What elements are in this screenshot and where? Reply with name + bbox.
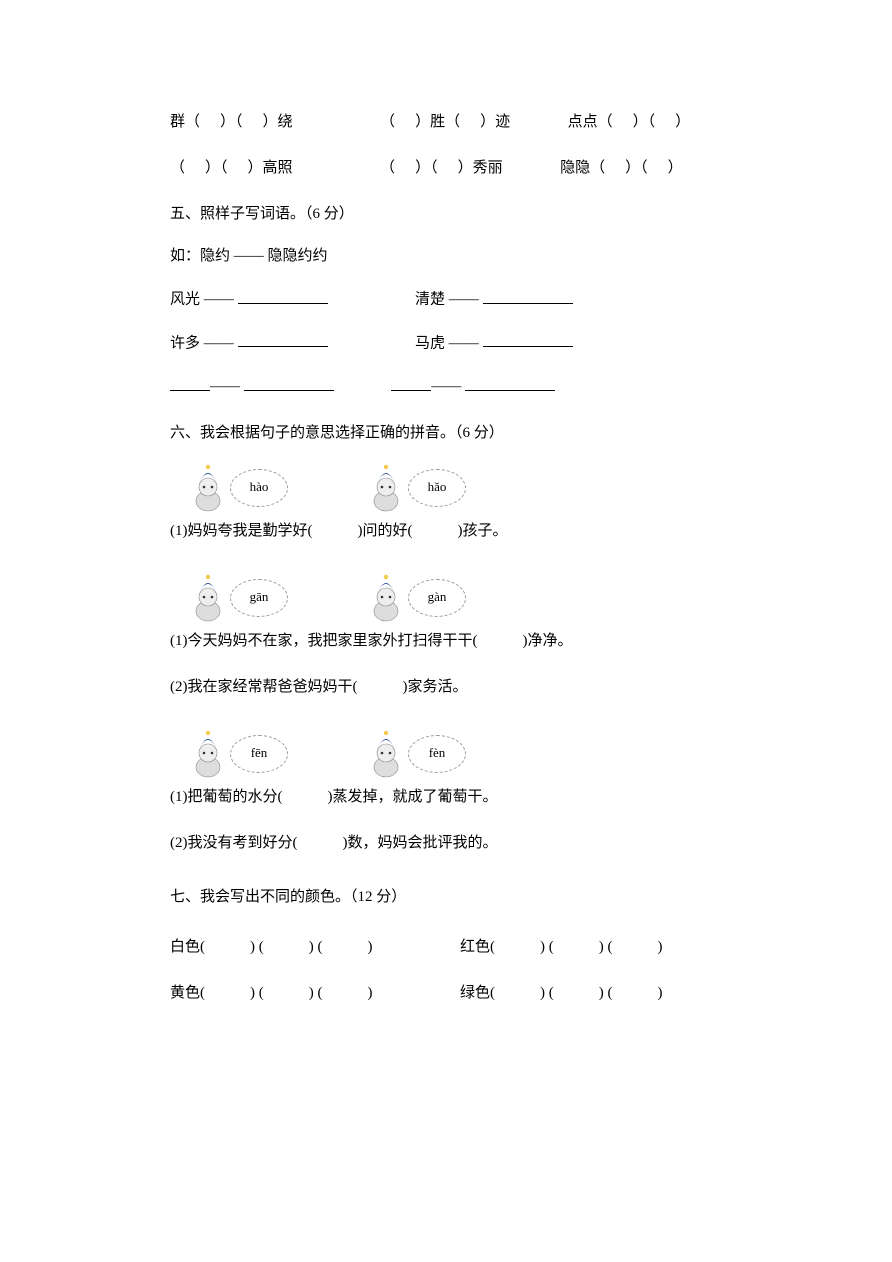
- phrase-3c: ）: [675, 114, 690, 130]
- worksheet-page: 群（）（）绕 （）胜（）迹 点点（）（） （）（）高照 （）（）秀丽 隐隐（）（…: [0, 0, 892, 1107]
- section7-title: 七、我会写出不同的颜色。（12 分）: [170, 885, 742, 909]
- blank-line[interactable]: [170, 373, 210, 391]
- pinyin-text: fèn: [429, 743, 446, 764]
- color-green: 绿色( ) ( ) ( ): [460, 985, 662, 1001]
- mascot-icon: [190, 573, 226, 623]
- phrase-5b: ）（: [415, 160, 438, 176]
- s5-item-1b: 清楚 ——: [415, 292, 483, 308]
- s5-item-1a: 风光 ——: [170, 292, 238, 308]
- phrase-4b: ）（: [205, 160, 228, 176]
- blank-line[interactable]: [391, 373, 431, 391]
- phrase-6b: ）（: [625, 160, 648, 176]
- fill-row-1: 群（ ）（ ）绕 （ ）胜（ ）迹 点点（ ）（ ）: [170, 110, 742, 134]
- section5-title: 五、照样子写词语。（6 分）: [170, 202, 742, 226]
- pinyin-bubble: fèn: [408, 735, 466, 773]
- phrase-1c: ）绕: [263, 114, 293, 130]
- s6-g2-s1: (1)今天妈妈不在家，我把家里家外打扫得干干( )净净。: [170, 629, 742, 653]
- pinyin-group-2: gān gàn: [170, 573, 742, 623]
- mascot-bubble-6: fèn: [368, 729, 466, 779]
- s5-item-2a: 许多 ——: [170, 335, 238, 351]
- phrase-2b: ）胜（: [415, 114, 460, 130]
- phrase-6a: 隐隐（: [560, 160, 605, 176]
- phrase-3b: ）（: [633, 114, 656, 130]
- phrase-5a: （: [380, 160, 395, 176]
- pinyin-text: gān: [250, 587, 269, 608]
- phrase-6c: ）: [668, 160, 683, 176]
- section7-row1: 白色( ) ( ) ( ) 红色( ) ( ) ( ): [170, 935, 742, 959]
- blank-line[interactable]: [238, 286, 328, 304]
- section7-row2: 黄色( ) ( ) ( ) 绿色( ) ( ) ( ): [170, 981, 742, 1005]
- pinyin-group-3: fēn fèn: [170, 729, 742, 779]
- pinyin-text: fēn: [251, 743, 268, 764]
- s6-g2-s2: (2)我在家经常帮爸爸妈妈干( )家务活。: [170, 675, 742, 699]
- mascot-bubble-1: hào: [190, 463, 288, 513]
- s5-item-2b: 马虎 ——: [415, 335, 483, 351]
- blank-line[interactable]: [465, 373, 555, 391]
- mascot-icon: [190, 463, 226, 513]
- section5-row1: 风光 —— 清楚 ——: [170, 286, 742, 312]
- color-white: 白色( ) ( ) ( ): [170, 939, 372, 955]
- color-yellow: 黄色( ) ( ) ( ): [170, 985, 372, 1001]
- phrase-1b: ）（: [220, 114, 243, 130]
- section5-example: 如：隐约 —— 隐隐约约: [170, 244, 742, 268]
- phrase-4c: ）高照: [248, 160, 293, 176]
- mascot-bubble-5: fēn: [190, 729, 288, 779]
- pinyin-bubble: fēn: [230, 735, 288, 773]
- pinyin-bubble: gān: [230, 579, 288, 617]
- s6-g1-s1: (1)妈妈夸我是勤学好( )问的好( )孩子。: [170, 519, 742, 543]
- fill-row-2: （ ）（ ）高照 （ ）（ ）秀丽 隐隐（ ）（ ）: [170, 156, 742, 180]
- mascot-icon: [368, 729, 404, 779]
- section5-row2: 许多 —— 马虎 ——: [170, 330, 742, 356]
- pinyin-bubble: hào: [230, 469, 288, 507]
- s6-g3-s1: (1)把葡萄的水分( )蒸发掉，就成了葡萄干。: [170, 785, 742, 809]
- section5-row3: —— ——: [170, 373, 742, 399]
- pinyin-text: hào: [250, 477, 269, 498]
- mascot-icon: [190, 729, 226, 779]
- blank-line[interactable]: [244, 373, 334, 391]
- blank-line[interactable]: [483, 330, 573, 348]
- mascot-bubble-4: gàn: [368, 573, 466, 623]
- mascot-bubble-2: hǎo: [368, 463, 466, 513]
- phrase-2c: ）迹: [480, 114, 510, 130]
- phrase-1a: 群（: [170, 114, 200, 130]
- mascot-icon: [368, 573, 404, 623]
- s5-dash-1: ——: [210, 379, 244, 395]
- pinyin-text: hǎo: [428, 477, 447, 498]
- section6-title: 六、我会根据句子的意思选择正确的拼音。（6 分）: [170, 421, 742, 445]
- phrase-3a: 点点（: [568, 114, 613, 130]
- s5-dash-2: ——: [431, 379, 465, 395]
- s6-g3-s2: (2)我没有考到好分( )数，妈妈会批评我的。: [170, 831, 742, 855]
- mascot-icon: [368, 463, 404, 513]
- phrase-2a: （: [380, 114, 395, 130]
- blank-line[interactable]: [483, 286, 573, 304]
- blank-line[interactable]: [238, 330, 328, 348]
- color-red: 红色( ) ( ) ( ): [460, 939, 662, 955]
- mascot-bubble-3: gān: [190, 573, 288, 623]
- pinyin-group-1: hào hǎo: [170, 463, 742, 513]
- pinyin-bubble: gàn: [408, 579, 466, 617]
- pinyin-text: gàn: [428, 587, 447, 608]
- phrase-4a: （: [170, 160, 185, 176]
- phrase-5c: ）秀丽: [458, 160, 503, 176]
- pinyin-bubble: hǎo: [408, 469, 466, 507]
